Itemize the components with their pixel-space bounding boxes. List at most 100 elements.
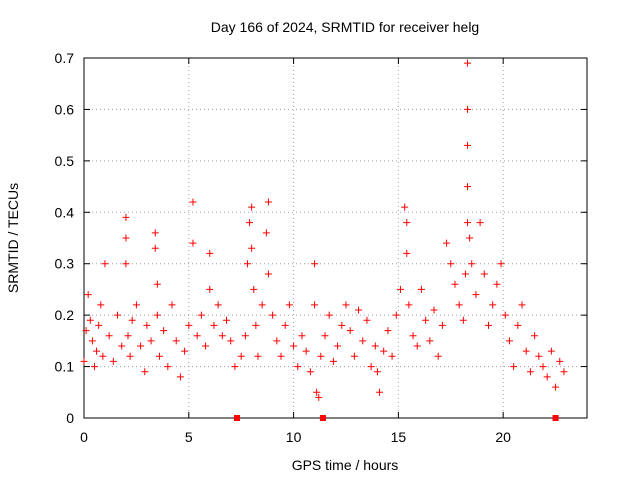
y-tick-label: 0.5 xyxy=(55,153,75,169)
data-point xyxy=(311,260,319,268)
data-point xyxy=(518,301,526,309)
data-point xyxy=(262,229,270,237)
x-tick-label: 20 xyxy=(495,429,511,445)
data-point xyxy=(147,337,155,345)
data-point xyxy=(206,249,214,257)
data-point xyxy=(560,368,568,376)
data-point xyxy=(84,291,92,299)
data-point xyxy=(88,337,96,345)
data-point xyxy=(443,239,451,247)
data-point xyxy=(168,301,176,309)
data-point xyxy=(290,342,298,350)
data-point xyxy=(461,270,469,278)
data-point xyxy=(237,352,245,360)
data-point xyxy=(535,352,543,360)
data-point xyxy=(241,332,249,340)
data-point xyxy=(273,337,281,345)
data-point xyxy=(459,316,467,324)
data-point xyxy=(447,260,455,268)
data-point xyxy=(350,352,358,360)
data-point xyxy=(355,306,363,314)
data-point xyxy=(122,234,130,242)
baseline-marker xyxy=(552,415,559,421)
data-point xyxy=(90,363,98,371)
data-point xyxy=(250,285,258,293)
data-point xyxy=(497,260,505,268)
data-point xyxy=(552,383,560,391)
data-point xyxy=(285,301,293,309)
data-point xyxy=(151,229,159,237)
data-point xyxy=(172,337,180,345)
data-point xyxy=(141,368,149,376)
data-point xyxy=(214,301,222,309)
data-point xyxy=(531,332,539,340)
data-point xyxy=(367,363,375,371)
data-point xyxy=(396,285,404,293)
data-point xyxy=(313,388,321,396)
x-tick-label: 0 xyxy=(80,429,88,445)
data-point xyxy=(409,332,417,340)
data-point xyxy=(401,203,409,211)
data-point xyxy=(176,373,184,381)
data-point xyxy=(164,363,172,371)
data-point xyxy=(294,363,302,371)
data-point xyxy=(493,280,501,288)
y-tick-label: 0.1 xyxy=(55,359,75,375)
data-point xyxy=(392,311,400,319)
data-point xyxy=(325,311,333,319)
data-point xyxy=(269,311,277,319)
data-point xyxy=(472,291,480,299)
data-point xyxy=(298,332,306,340)
data-point xyxy=(124,332,132,340)
data-point xyxy=(464,219,472,227)
grid-layer xyxy=(84,58,587,418)
data-point xyxy=(82,327,90,335)
data-point xyxy=(526,368,534,376)
data-point xyxy=(422,316,430,324)
plot-frame xyxy=(83,57,588,419)
data-point xyxy=(543,373,551,381)
data-point xyxy=(466,234,474,242)
data-point xyxy=(118,342,126,350)
data-point xyxy=(373,368,381,376)
data-point xyxy=(489,301,497,309)
tick-layer: 0 5 10 15 20 0 0.1 0.2 0.3 0.4 0.5 0.6 0.7 xyxy=(55,50,587,445)
data-point xyxy=(338,321,346,329)
baseline-markers xyxy=(233,415,559,421)
data-point xyxy=(126,352,134,360)
data-point xyxy=(197,311,205,319)
data-point xyxy=(248,203,256,211)
data-point xyxy=(137,342,145,350)
data-point xyxy=(223,316,231,324)
data-point xyxy=(95,321,103,329)
chart-title: Day 166 of 2024, SRMTID for receiver hel… xyxy=(211,19,479,35)
data-point xyxy=(505,337,513,345)
data-point xyxy=(556,357,564,365)
data-point xyxy=(153,311,161,319)
data-point xyxy=(93,347,101,355)
data-point xyxy=(434,352,442,360)
data-point xyxy=(143,321,151,329)
data-point xyxy=(258,301,266,309)
data-point xyxy=(376,388,384,396)
data-point xyxy=(97,301,105,309)
data-point xyxy=(302,347,310,355)
data-point xyxy=(480,270,488,278)
data-point xyxy=(321,332,329,340)
data-point xyxy=(468,260,476,268)
data-point xyxy=(281,321,289,329)
data-point xyxy=(264,270,272,278)
baseline-marker xyxy=(233,415,240,421)
data-point xyxy=(476,219,484,227)
data-point xyxy=(430,306,438,314)
data-point xyxy=(155,352,163,360)
data-point xyxy=(210,321,218,329)
data-point xyxy=(109,357,117,365)
data-point xyxy=(317,352,325,360)
data-point xyxy=(342,301,350,309)
data-point xyxy=(417,285,425,293)
data-point xyxy=(405,301,413,309)
data-point xyxy=(246,219,254,227)
